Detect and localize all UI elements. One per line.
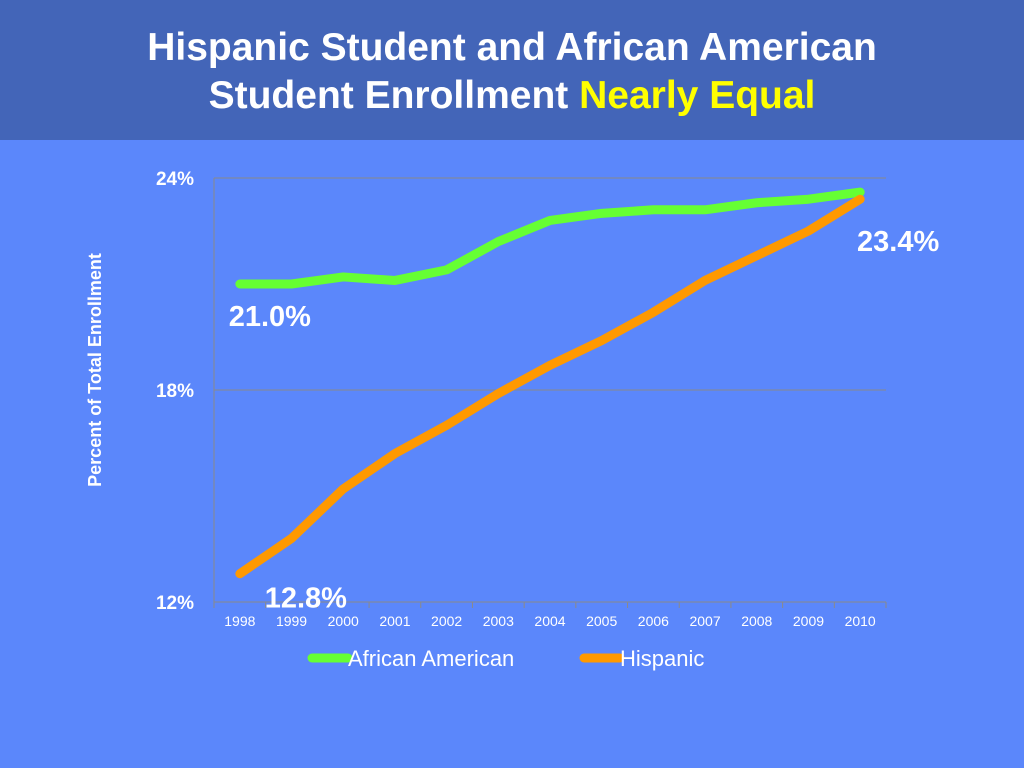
x-tick-label: 2005 xyxy=(586,613,617,629)
x-tick-label: 2006 xyxy=(638,613,669,629)
series-line-african-american xyxy=(235,187,865,289)
slide-title: Hispanic Student and African American Stu… xyxy=(0,24,1024,120)
y-tick-label: 18% xyxy=(156,381,194,402)
y-axis-title: Percent of Total Enrollment xyxy=(85,253,105,487)
x-tick-label: 2001 xyxy=(379,613,410,629)
x-tick-label: 1998 xyxy=(224,613,255,629)
x-tick-label: 2000 xyxy=(328,613,359,629)
x-tick-label: 2009 xyxy=(793,613,824,629)
data-label: 12.8% xyxy=(265,583,347,615)
x-tick-label: 2004 xyxy=(534,613,565,629)
x-tick-label: 2010 xyxy=(845,613,876,629)
y-tick-label: 12% xyxy=(156,593,194,614)
title-line-2: Student Enrollment xyxy=(208,74,580,117)
title-highlight: Nearly Equal xyxy=(579,74,816,117)
series-line-hispanic xyxy=(235,194,865,579)
x-tick-label: 2008 xyxy=(741,613,772,629)
legend-label: African American xyxy=(348,646,514,671)
x-tick-label: 2007 xyxy=(689,613,720,629)
data-label: 23.4% xyxy=(857,226,939,258)
data-label: 21.0% xyxy=(229,301,311,333)
title-line-1: Hispanic Student and African American xyxy=(147,26,877,69)
y-tick-label: 24% xyxy=(156,169,194,190)
x-tick-label: 2003 xyxy=(483,613,514,629)
x-tick-label: 2002 xyxy=(431,613,462,629)
x-tick-label: 1999 xyxy=(276,613,307,629)
title-bar xyxy=(0,0,1024,140)
legend-label: Hispanic xyxy=(620,646,704,671)
